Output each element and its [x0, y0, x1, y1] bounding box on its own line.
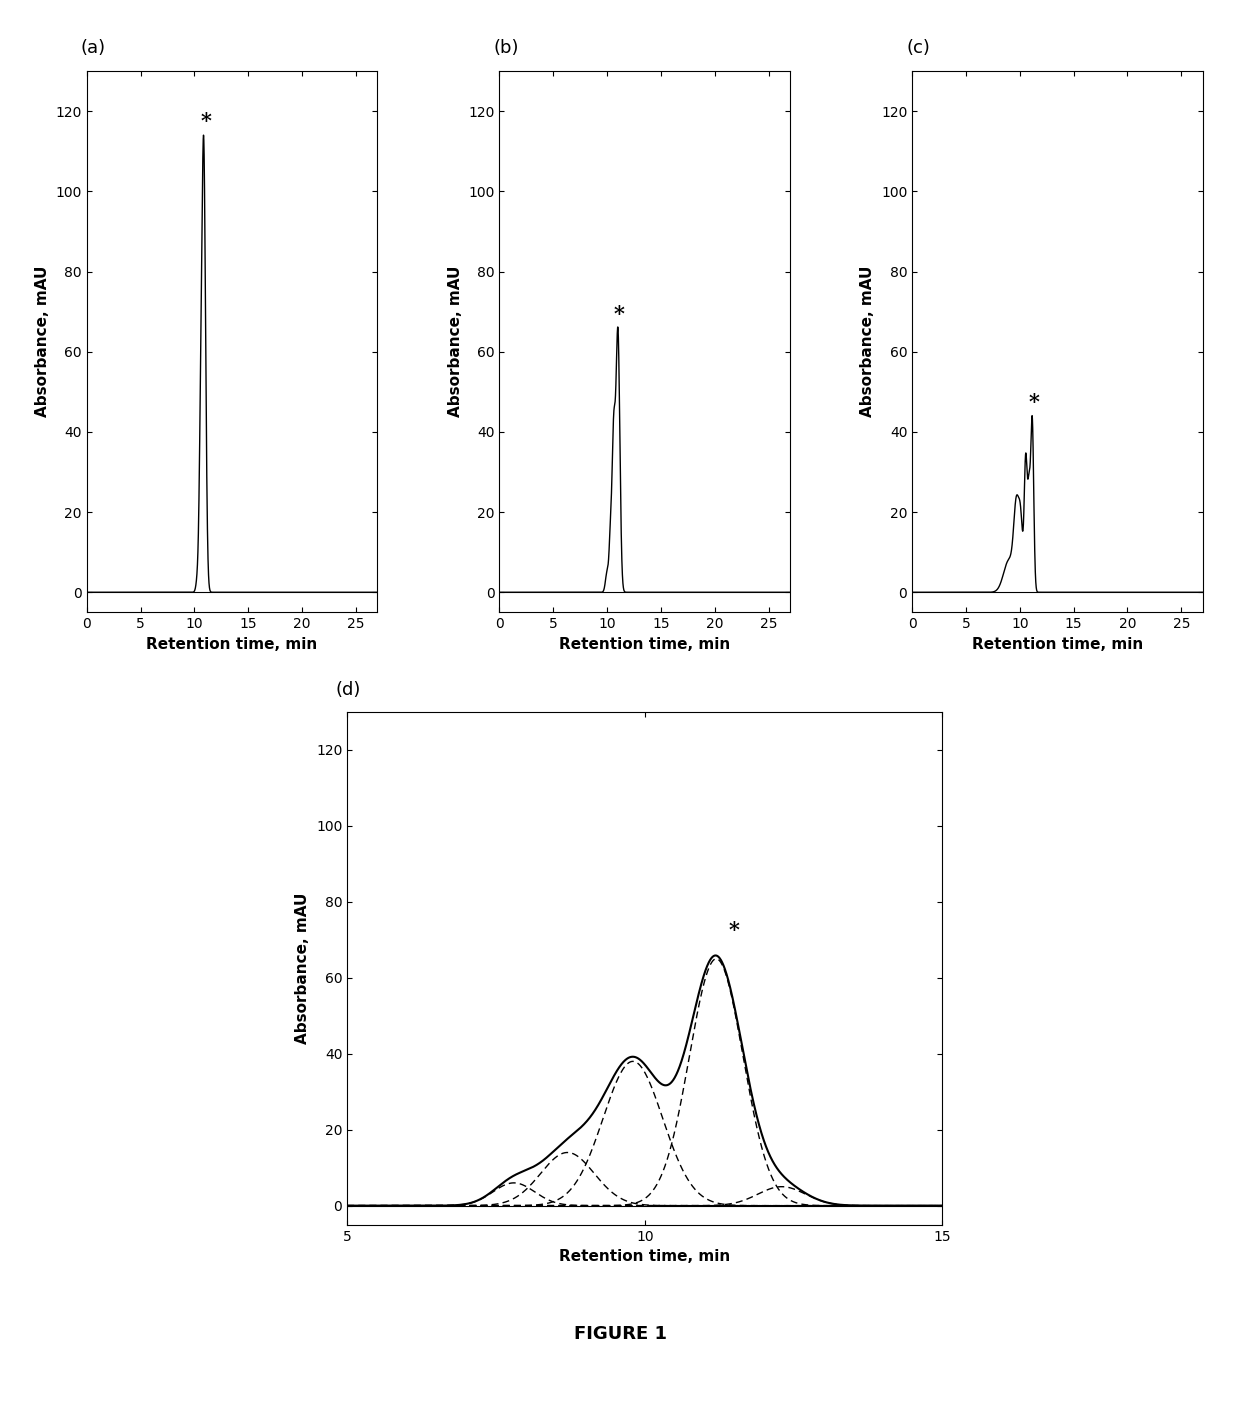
Y-axis label: Absorbance, mAU: Absorbance, mAU — [448, 266, 463, 417]
X-axis label: Retention time, min: Retention time, min — [559, 1249, 730, 1265]
Text: (d): (d) — [335, 681, 361, 699]
Y-axis label: Absorbance, mAU: Absorbance, mAU — [861, 266, 875, 417]
Text: *: * — [614, 303, 625, 323]
X-axis label: Retention time, min: Retention time, min — [146, 637, 317, 652]
Text: *: * — [729, 920, 739, 940]
X-axis label: Retention time, min: Retention time, min — [972, 637, 1143, 652]
X-axis label: Retention time, min: Retention time, min — [559, 637, 730, 652]
Y-axis label: Absorbance, mAU: Absorbance, mAU — [295, 893, 310, 1044]
Text: *: * — [1028, 392, 1039, 412]
Text: (b): (b) — [494, 38, 520, 57]
Y-axis label: Absorbance, mAU: Absorbance, mAU — [35, 266, 50, 417]
Text: (c): (c) — [906, 38, 930, 57]
Text: *: * — [201, 111, 211, 131]
Text: (a): (a) — [81, 38, 107, 57]
Text: FIGURE 1: FIGURE 1 — [573, 1324, 667, 1343]
